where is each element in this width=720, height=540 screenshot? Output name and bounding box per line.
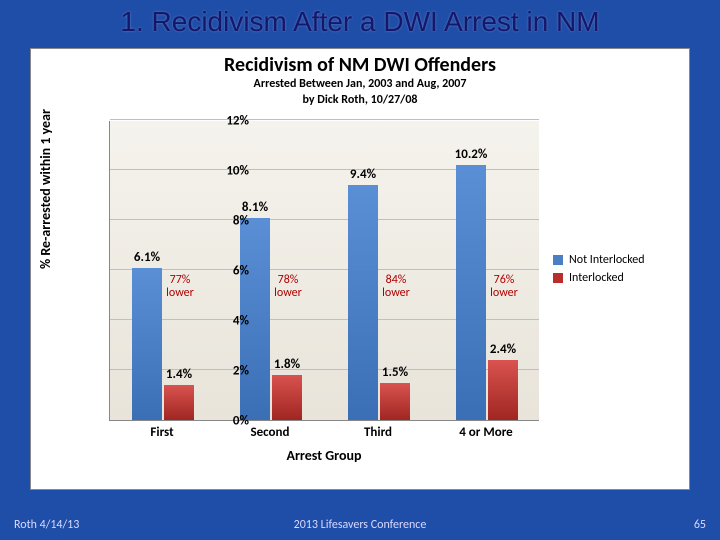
bar-not-interlocked	[132, 268, 162, 421]
legend-label: Not Interlocked	[569, 253, 645, 267]
y-tick: 8%	[215, 214, 249, 229]
legend-item: Not Interlocked	[553, 253, 681, 267]
bar-value-label: 6.1%	[127, 250, 167, 265]
bar-value-label: 1.8%	[267, 357, 307, 372]
annotation-pct: 78%	[278, 273, 299, 287]
annotation: 77% lower	[166, 274, 194, 300]
bar-value-label: 1.4%	[159, 367, 199, 382]
x-tick: Third	[364, 425, 392, 440]
y-tick: 4%	[215, 314, 249, 329]
legend-swatch-icon	[553, 255, 563, 265]
slide-title: 1. Recidivism After a DWI Arrest in NM	[0, 6, 720, 38]
annotation-word: lower	[382, 286, 410, 300]
annotation: 84% lower	[382, 274, 410, 300]
y-tick: 0%	[215, 414, 249, 429]
x-tick: Second	[250, 425, 289, 440]
x-tick: 4 or More	[459, 425, 512, 440]
footer-center: 2013 Lifesavers Conference	[0, 518, 720, 532]
grid-line	[110, 119, 539, 120]
y-tick: 12%	[215, 114, 249, 129]
annotation-pct: 84%	[386, 273, 407, 287]
bar-value-label: 1.5%	[375, 365, 415, 380]
chart-subtitle-1: Arrested Between Jan, 2003 and Aug, 2007	[31, 77, 689, 93]
annotation-pct: 77%	[170, 273, 191, 287]
plot-area: 6.1% 1.4% 8.1% 1.8% 9.4% 1.5% 10.2% 2.4%	[109, 121, 539, 421]
legend-item: Interlocked	[553, 271, 681, 285]
bar-interlocked	[380, 383, 410, 421]
chart-title: Recidivism of NM DWI Offenders	[31, 49, 689, 77]
slide: 1. Recidivism After a DWI Arrest in NM R…	[0, 0, 720, 540]
y-tick: 10%	[215, 164, 249, 179]
annotation: 76% lower	[490, 274, 518, 300]
bar-value-label: 2.4%	[483, 342, 523, 357]
footer-page-number: 65	[694, 518, 706, 532]
x-axis-label: Arrest Group	[109, 447, 539, 464]
legend: Not Interlocked Interlocked	[553, 249, 681, 289]
annotation-word: lower	[274, 286, 302, 300]
y-tick: 6%	[215, 264, 249, 279]
legend-label: Interlocked	[569, 271, 624, 285]
y-tick: 2%	[215, 364, 249, 379]
chart-subtitle-2: by Dick Roth, 10/27/08	[31, 93, 689, 109]
legend-swatch-icon	[553, 273, 563, 283]
bar-not-interlocked	[348, 185, 378, 420]
annotation: 78% lower	[274, 274, 302, 300]
annotation-word: lower	[166, 286, 194, 300]
bar-value-label: 10.2%	[451, 147, 491, 162]
x-tick: First	[150, 425, 173, 440]
slide-title-wrap: 1. Recidivism After a DWI Arrest in NM	[0, 0, 720, 42]
bar-interlocked	[488, 360, 518, 420]
bar-interlocked	[164, 385, 194, 420]
bar-value-label: 9.4%	[343, 167, 383, 182]
annotation-pct: 76%	[494, 273, 515, 287]
y-axis-label: % Re-arrested within 1 year	[37, 109, 54, 269]
bar-interlocked	[272, 375, 302, 420]
annotation-word: lower	[490, 286, 518, 300]
bar-not-interlocked	[456, 165, 486, 420]
chart-container: Recidivism of NM DWI Offenders Arrested …	[30, 48, 690, 490]
